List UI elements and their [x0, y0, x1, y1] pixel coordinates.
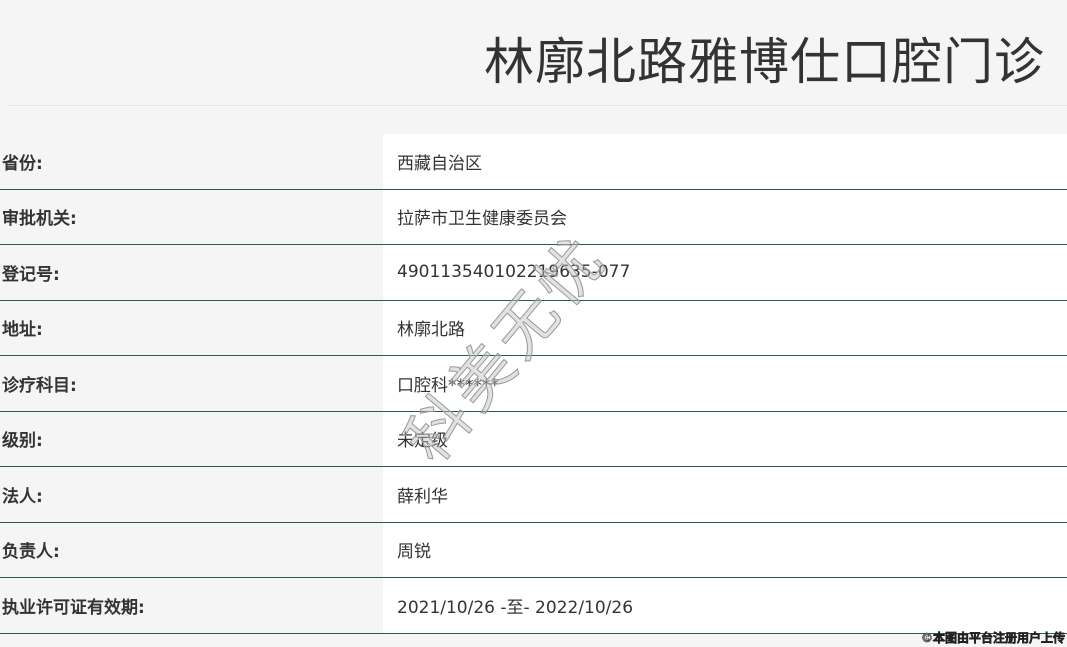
- row-value: 2021/10/26 -至- 2022/10/26: [383, 578, 1067, 633]
- row-label: 登记号:: [2, 264, 60, 285]
- row-label: 执业许可证有效期:: [2, 597, 145, 618]
- table-row: 登记号: 490113540102219635-077: [0, 245, 1067, 301]
- row-label: 审批机关:: [2, 209, 77, 230]
- row-label: 负责人:: [2, 542, 60, 563]
- row-value: 薛利华: [383, 467, 1067, 522]
- table-row: 级别: 未定级: [0, 411, 1067, 467]
- row-value: 西藏自治区: [383, 134, 1067, 189]
- row-label: 省份:: [2, 153, 43, 174]
- row-value: 拉萨市卫生健康委员会: [383, 189, 1067, 244]
- row-value: 周锐: [383, 522, 1067, 577]
- row-value: 林廓北路: [383, 300, 1067, 355]
- row-label: 级别:: [2, 431, 43, 452]
- table-row: 省份: 西藏自治区: [0, 134, 1067, 190]
- page-title: 林廓北路雅博仕口腔门诊: [484, 33, 1045, 91]
- table-row: 地址: 林廓北路: [0, 300, 1067, 356]
- info-table: 省份: 西藏自治区 审批机关: 拉萨市卫生健康委员会 登记号: 49011354010…: [0, 134, 1067, 634]
- table-row: 执业许可证有效期: 2021/10/26 -至- 2022/10/26: [0, 578, 1067, 634]
- row-label: 诊疗科目:: [2, 375, 77, 396]
- row-value: 口腔科******: [383, 356, 1067, 411]
- row-value: 未定级: [383, 411, 1067, 466]
- upload-credit: ©本图由平台注册用户上传: [920, 631, 1066, 646]
- table-row: 负责人: 周锐: [0, 522, 1067, 578]
- header: 林廓北路雅博仕口腔门诊: [8, 0, 1067, 106]
- table-row: 诊疗科目: 口腔科******: [0, 356, 1067, 412]
- table-row: 法人: 薛利华: [0, 467, 1067, 523]
- table-row: 审批机关: 拉萨市卫生健康委员会: [0, 189, 1067, 245]
- row-label: 地址:: [2, 320, 43, 341]
- row-label: 法人:: [2, 486, 43, 507]
- row-value: 490113540102219635-077: [383, 245, 1067, 300]
